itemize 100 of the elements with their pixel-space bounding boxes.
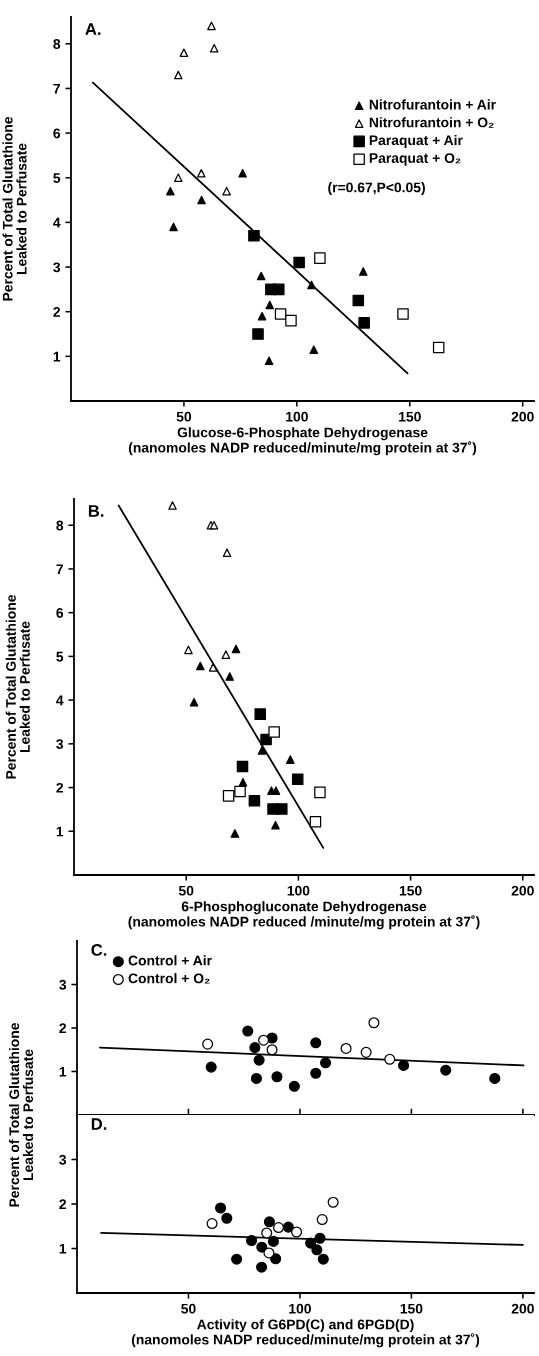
y-tick-label: 5 <box>53 173 61 183</box>
point <box>307 280 316 290</box>
y-axis-title: Percent of Total Glutathione Leaked to Perfusate <box>2 117 27 301</box>
x-axis-title: 6-Phosphogluconate Dehydrogenase (nanomoles NADP reduced /minute/mg protein at 37˚) <box>128 901 480 930</box>
point <box>166 186 175 196</box>
point <box>250 1072 262 1084</box>
annotation: D. <box>91 1118 107 1130</box>
point <box>314 786 326 799</box>
point <box>276 803 288 815</box>
point <box>340 1042 352 1054</box>
x-tick-label: 150 <box>399 885 422 896</box>
x-tick-label: 50 <box>178 885 194 896</box>
point <box>257 746 267 755</box>
y-tick-label: 8 <box>56 520 64 531</box>
annotation: (r=0.67,P<0.05) <box>328 182 425 196</box>
point <box>197 195 206 205</box>
point <box>231 1253 243 1265</box>
point <box>264 356 274 366</box>
point <box>310 1067 322 1079</box>
point <box>305 1237 317 1249</box>
point <box>397 308 409 320</box>
point <box>209 43 219 53</box>
point <box>358 267 368 276</box>
point <box>189 698 199 707</box>
y-tick-label: 1 <box>56 826 64 837</box>
point <box>231 644 241 654</box>
point <box>179 48 189 58</box>
x-axis-title: Activity of G6PD(C) and 6PGD(D) (nanomoles NADP reduced/minute/mg protein at 37˚) <box>131 1319 480 1348</box>
point <box>253 1054 265 1066</box>
point <box>360 1046 372 1058</box>
point <box>286 755 295 764</box>
x-tick-label: 100 <box>287 885 310 896</box>
point <box>285 314 297 327</box>
point <box>173 70 183 80</box>
point <box>268 726 280 738</box>
point <box>254 708 267 720</box>
y-tick-label: 7 <box>53 83 60 94</box>
point <box>263 1216 275 1228</box>
point <box>314 1232 326 1244</box>
point <box>265 300 275 310</box>
point <box>222 186 231 196</box>
y-tick-label: 3 <box>56 739 64 750</box>
x-tick-label: 150 <box>400 1303 423 1314</box>
point <box>320 1057 332 1069</box>
point <box>238 168 247 178</box>
y-tick-label: 3 <box>53 262 61 273</box>
point <box>238 778 248 787</box>
point <box>368 1017 380 1029</box>
point <box>358 317 370 329</box>
point <box>266 1044 278 1056</box>
point <box>352 294 365 307</box>
point <box>440 1064 452 1076</box>
point <box>242 1025 254 1037</box>
x-tick-label: 100 <box>289 1303 311 1314</box>
y-tick-label: 1 <box>59 1243 67 1254</box>
point <box>252 328 264 340</box>
point <box>263 1247 275 1259</box>
point <box>248 230 260 242</box>
point <box>256 1261 268 1273</box>
point <box>249 1042 261 1054</box>
point <box>184 645 193 655</box>
point <box>221 650 231 659</box>
y-tick-label: 1 <box>53 351 61 362</box>
point <box>274 308 287 320</box>
point <box>309 815 322 828</box>
legend-label: Nitrofurantoin + O₂ <box>369 117 494 128</box>
point <box>291 773 304 786</box>
y-tick-label: 1 <box>59 1066 67 1077</box>
y-tick-label: 2 <box>59 1023 67 1034</box>
point <box>273 283 285 296</box>
point <box>398 1059 410 1071</box>
point <box>168 501 177 510</box>
point <box>309 345 319 354</box>
point <box>271 820 280 830</box>
point <box>202 1038 214 1050</box>
point <box>256 271 266 281</box>
x-tick-label: 100 <box>286 411 308 422</box>
x-tick-label: 150 <box>399 411 421 422</box>
point <box>197 168 206 178</box>
legend-label: Control + Air <box>128 955 212 966</box>
y-tick-label: 4 <box>56 695 64 706</box>
point <box>288 1080 300 1092</box>
point <box>489 1072 501 1084</box>
point <box>234 785 246 798</box>
legend-label: Nitrofurantoin + Air <box>369 99 496 110</box>
y-axis-title: Percent of Total Glutathione Leaked to Perfusate <box>8 1023 34 1207</box>
y-tick-label: 2 <box>56 782 64 793</box>
point <box>267 1235 279 1247</box>
point <box>205 1061 217 1073</box>
point <box>270 1253 282 1265</box>
point <box>236 760 249 773</box>
y-tick-label: 2 <box>53 307 61 317</box>
x-tick-label: 200 <box>511 1303 534 1314</box>
y-tick-label: 7 <box>56 564 63 574</box>
point <box>432 341 445 354</box>
annotation: B. <box>88 505 104 517</box>
point <box>221 1212 233 1224</box>
x-tick-label: 50 <box>181 1303 196 1314</box>
point <box>316 1214 328 1226</box>
legend-label: Control + O₂ <box>128 973 210 984</box>
